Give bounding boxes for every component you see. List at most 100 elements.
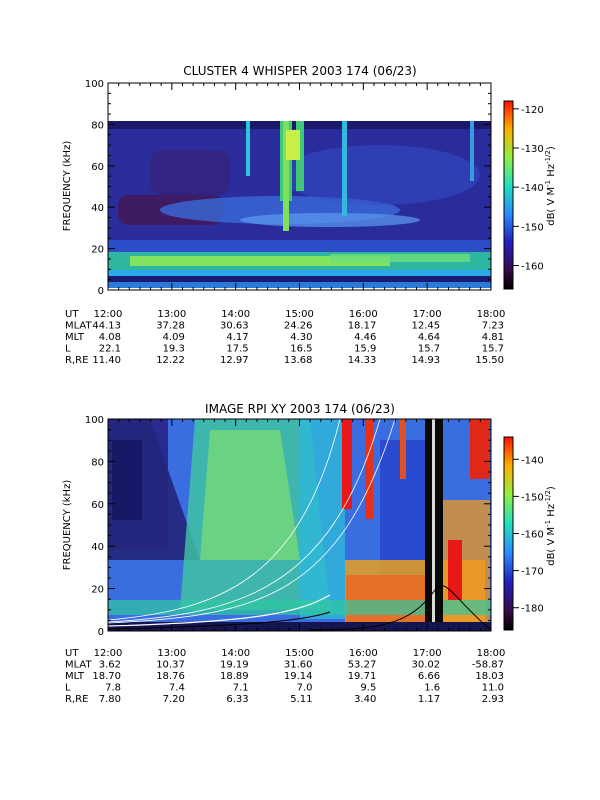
white-curve xyxy=(107,594,331,627)
time-label: 17:00 xyxy=(413,648,442,659)
ephemeris-value: 7.0 xyxy=(297,683,313,694)
colorbar-tick-label: -130 xyxy=(521,144,544,155)
blue-emission xyxy=(108,240,491,252)
colorbar-label-main: dB( V M xyxy=(546,527,557,566)
colorbar xyxy=(503,436,514,631)
colorbar-tick-label: -180 xyxy=(521,604,544,615)
y-axis-ticks: 0 20 40 60 80 100 xyxy=(85,79,491,297)
black-curve xyxy=(107,611,331,630)
spike-green xyxy=(286,130,300,160)
black-curve xyxy=(309,585,492,631)
ephemeris-value: 4.81 xyxy=(482,332,504,343)
y-tick-label: 0 xyxy=(98,286,104,297)
x-axis-ticks xyxy=(107,83,492,290)
ephemeris-value: 4.09 xyxy=(163,332,185,343)
colorbar-label-exp: -1 xyxy=(544,520,552,527)
ephemeris-value: 9.5 xyxy=(360,683,376,694)
ephemeris-value: 10.37 xyxy=(156,660,185,671)
spike-cyan xyxy=(246,121,250,176)
ephemeris-table: UT 12:00 13:00 14:00 15:00 16:00 17:00 18:00 MLA… xyxy=(65,309,505,366)
time-label: 12:00 xyxy=(94,309,123,320)
band-green xyxy=(130,256,390,266)
colorbar-label-close: ) xyxy=(546,486,557,490)
ephemeris-value: 12.45 xyxy=(412,321,441,332)
colorbar-label-exp: -1/2 xyxy=(544,490,552,504)
ephemeris-row-label: MLAT xyxy=(65,660,92,671)
ephemeris-value: 11.40 xyxy=(92,355,121,366)
ephemeris-value: 4.64 xyxy=(418,332,440,343)
band-green xyxy=(330,254,470,262)
ephemeris-row-label: MLAT xyxy=(65,321,92,332)
ephemeris-value: 4.17 xyxy=(226,332,248,343)
spike-green xyxy=(283,121,289,231)
ephemeris-value: 19.14 xyxy=(284,671,313,682)
red-streak xyxy=(365,419,373,519)
ephemeris-value: 18.17 xyxy=(348,321,377,332)
ephemeris-row-label: UT xyxy=(65,309,79,320)
red-streak xyxy=(448,540,462,600)
ephemeris-value: 30.02 xyxy=(412,660,441,671)
ephemeris-value: 12.97 xyxy=(220,355,249,366)
ephemeris-value: 7.80 xyxy=(99,694,121,705)
dark-region xyxy=(112,440,142,520)
dark-blob xyxy=(150,150,230,195)
ephemeris-value: 13.68 xyxy=(284,355,313,366)
time-label: 16:00 xyxy=(349,648,378,659)
ephemeris-value: 18.89 xyxy=(220,671,249,682)
ephemeris-value: 3.40 xyxy=(354,694,376,705)
ephemeris-value: 19.71 xyxy=(348,671,377,682)
colorbar-label: dB( V M-1 Hz-1/2) xyxy=(544,486,557,566)
y-axis-label: FREQUENCY (kHz) xyxy=(62,141,73,232)
y-tick-label: 80 xyxy=(91,120,104,131)
ephemeris-value: 19.3 xyxy=(163,344,185,355)
ephemeris-value: 15.50 xyxy=(475,355,504,366)
panel-cluster: CLUSTER 4 WHISPER 2003 174 (06/23) xyxy=(62,64,557,366)
y-tick-label: 0 xyxy=(98,627,104,638)
ephemeris-value: 7.20 xyxy=(163,694,185,705)
time-label: 15:00 xyxy=(285,648,314,659)
ephemeris-value: 18.70 xyxy=(92,671,121,682)
colorbar-label-exp: -1/2 xyxy=(544,150,552,164)
time-label: 14:00 xyxy=(221,309,250,320)
ephemeris-row-label: L xyxy=(65,344,71,355)
ephemeris-value: 18.76 xyxy=(156,671,185,682)
colorbar-tick-label: -160 xyxy=(521,262,544,273)
green-region xyxy=(200,430,300,560)
colorbar-label-main: dB( V M xyxy=(546,187,557,226)
time-label: 16:00 xyxy=(349,309,378,320)
band-cyan xyxy=(108,270,491,276)
colorbar-label: dB( V M-1 Hz-1/2) xyxy=(544,146,557,226)
ephemeris-row-label: MLT xyxy=(65,332,85,343)
colorbar-tick-label: -140 xyxy=(521,455,544,466)
ephemeris-value: 2.93 xyxy=(482,694,504,705)
cyan-region xyxy=(300,419,345,619)
ephemeris-row-label: R,RE xyxy=(65,355,88,366)
ephemeris-value: 5.11 xyxy=(290,694,312,705)
ephemeris-value: 16.5 xyxy=(290,344,312,355)
ephemeris-value: 37.28 xyxy=(156,321,185,332)
ephemeris-value: 14.93 xyxy=(412,355,441,366)
ephemeris-value: 3.62 xyxy=(99,660,121,671)
panel-image: IMAGE RPI XY 2003 174 (06/23) xyxy=(62,402,557,705)
red-streak xyxy=(400,419,406,479)
spike-cyan xyxy=(342,121,347,216)
ephemeris-value: 6.33 xyxy=(226,694,248,705)
ephemeris-value: 15.7 xyxy=(418,344,440,355)
ephemeris-value: 31.60 xyxy=(284,660,313,671)
ephemeris-value: 30.63 xyxy=(220,321,249,332)
ephemeris-value: 12.22 xyxy=(156,355,185,366)
ephemeris-value: 4.08 xyxy=(99,332,121,343)
colorbar-label-close: ) xyxy=(546,146,557,150)
ephemeris-table: UT 12:00 13:00 14:00 15:00 16:00 17:00 18:00 MLA… xyxy=(65,648,505,705)
colorbar-label-exp: -1 xyxy=(544,180,552,187)
ephemeris-value: 11.0 xyxy=(482,683,504,694)
ephemeris-value: 53.27 xyxy=(348,660,377,671)
blue-emission xyxy=(280,145,480,205)
chart-title: IMAGE RPI XY 2003 174 (06/23) xyxy=(205,402,395,416)
y-tick-label: 20 xyxy=(91,245,104,256)
y-tick-label: 60 xyxy=(91,162,104,173)
blue-emission xyxy=(240,213,420,227)
y-axis-ticks: 0 20 40 60 80 100 xyxy=(85,415,491,638)
colorbar-ticks: -140 -150 -160 -170 -180 xyxy=(513,455,544,615)
band-dark xyxy=(108,276,491,282)
